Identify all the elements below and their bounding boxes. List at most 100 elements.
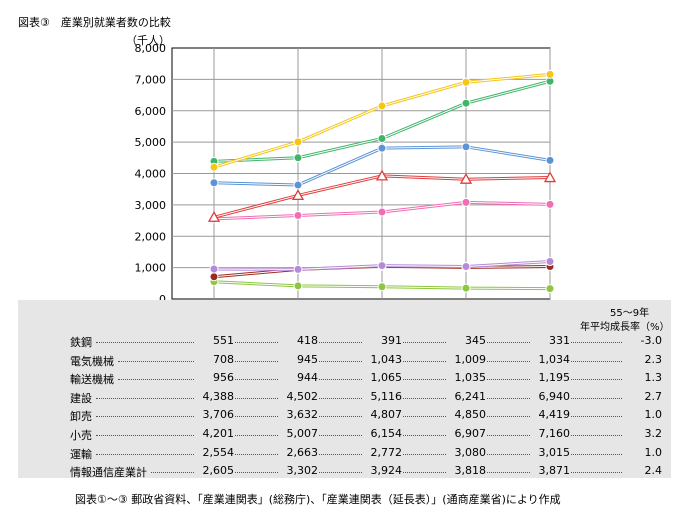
- cell-value: 2,605: [194, 464, 234, 478]
- series-name: 鉄鋼: [70, 336, 92, 349]
- cell-value: 2,663: [278, 445, 318, 459]
- y-tick-label: 6,000: [135, 105, 167, 118]
- series-name: 建設: [70, 391, 92, 405]
- y-tick-label: 1,000: [135, 262, 167, 275]
- cell-value: 6,907: [446, 427, 486, 440]
- data-point: [545, 155, 555, 165]
- data-point: [377, 143, 387, 153]
- data-point: [209, 162, 219, 172]
- cell-value: 4,201: [194, 427, 234, 440]
- cell-value: 391: [362, 334, 402, 347]
- data-table: [18, 300, 671, 478]
- cell-value: 3,015: [530, 445, 570, 459]
- cell-value: 4,850: [446, 408, 486, 422]
- growth-rate: 1.0: [622, 445, 662, 459]
- cell-value: 3,706: [194, 408, 234, 422]
- cell-value: 7,160: [530, 427, 570, 440]
- y-tick-label: 5,000: [135, 136, 167, 149]
- cell-value: 2,772: [362, 445, 402, 459]
- data-point: [293, 153, 303, 163]
- cell-value: 1,009: [446, 352, 486, 366]
- cell-value: 5,116: [362, 389, 402, 403]
- data-point: [377, 101, 387, 111]
- cell-value: 6,154: [362, 427, 402, 440]
- growth-rate: 3.2: [622, 427, 662, 440]
- cell-value: 4,388: [194, 389, 234, 403]
- data-point: [543, 171, 557, 183]
- data-point: [293, 210, 303, 220]
- growth-rate: 1.3: [622, 371, 662, 385]
- growth-rate: 2.4: [622, 464, 662, 478]
- y-tick-label: 3,000: [135, 199, 167, 212]
- figure-title: 図表③ 産業別就業者数の比較: [18, 16, 171, 29]
- cell-value: 1,195: [530, 371, 570, 385]
- series-name: 輸送機械: [70, 373, 114, 387]
- data-point: [291, 189, 305, 201]
- data-point: [377, 282, 387, 292]
- data-point: [461, 262, 471, 272]
- cell-value: 956: [194, 371, 234, 385]
- growth-rate: 2.7: [622, 389, 662, 403]
- series-name: 小売: [70, 429, 92, 442]
- cell-value: 4,419: [530, 408, 570, 422]
- cell-value: 1,035: [446, 371, 486, 385]
- cell-value: 3,924: [362, 464, 402, 478]
- growth-rate: 1.0: [622, 408, 662, 422]
- data-point: [293, 180, 303, 190]
- data-point: [377, 133, 387, 143]
- data-point: [461, 283, 471, 293]
- cell-value: 1,043: [362, 352, 402, 366]
- data-point: [461, 197, 471, 207]
- cell-value: 1,065: [362, 371, 402, 385]
- data-point: [545, 284, 555, 294]
- data-point: [461, 77, 471, 87]
- cell-value: 551: [194, 334, 234, 347]
- data-point: [545, 199, 555, 209]
- cell-value: 708: [194, 352, 234, 366]
- data-point: [207, 210, 221, 222]
- cell-value: 944: [278, 371, 318, 385]
- y-tick-label: 4,000: [135, 168, 167, 181]
- cell-value: 5,007: [278, 427, 318, 440]
- data-point: [209, 264, 219, 274]
- series-name: 電気機械: [70, 354, 114, 368]
- cell-value: 3,818: [446, 464, 486, 478]
- cell-value: 945: [278, 352, 318, 366]
- series-name: 運輸: [70, 447, 92, 461]
- data-point: [377, 207, 387, 217]
- data-point: [459, 172, 473, 184]
- cell-value: 6,241: [446, 389, 486, 403]
- cell-value: 1,034: [530, 352, 570, 366]
- cell-value: 3,632: [278, 408, 318, 422]
- data-point: [461, 142, 471, 152]
- data-point: [209, 272, 219, 282]
- cell-value: 3,871: [530, 464, 570, 478]
- rate-header-years: 55～9年: [610, 308, 650, 319]
- series-name: 卸売: [70, 410, 92, 424]
- growth-rate: -3.0: [622, 334, 662, 347]
- data-point: [377, 261, 387, 271]
- rate-header-label: 年平均成長率（%）: [580, 322, 670, 333]
- y-tick-label: 8,000: [135, 42, 167, 55]
- data-point: [293, 137, 303, 147]
- cell-value: 345: [446, 334, 486, 347]
- cell-value: 331: [530, 334, 570, 347]
- cell-value: 4,502: [278, 389, 318, 403]
- data-point: [293, 264, 303, 274]
- y-tick-label: 2,000: [135, 230, 167, 243]
- cell-value: 3,302: [278, 464, 318, 478]
- cell-value: 4,807: [362, 408, 402, 422]
- cell-value: 6,940: [530, 389, 570, 403]
- data-point: [545, 257, 555, 267]
- cell-value: 3,080: [446, 445, 486, 459]
- cell-value: 418: [278, 334, 318, 347]
- footer-source: 図表①～③ 郵政省資料、「産業連関表」(総務庁)、「産業連関表（延長表）」(通商…: [75, 493, 561, 506]
- data-point: [293, 281, 303, 291]
- growth-rate: 2.3: [622, 352, 662, 366]
- y-tick-label: 7,000: [135, 73, 167, 86]
- data-point: [209, 178, 219, 188]
- series-name: 情報通信産業計: [70, 466, 147, 480]
- data-point: [461, 98, 471, 108]
- cell-value: 2,554: [194, 445, 234, 459]
- y-axis-unit: （千人）: [126, 34, 170, 47]
